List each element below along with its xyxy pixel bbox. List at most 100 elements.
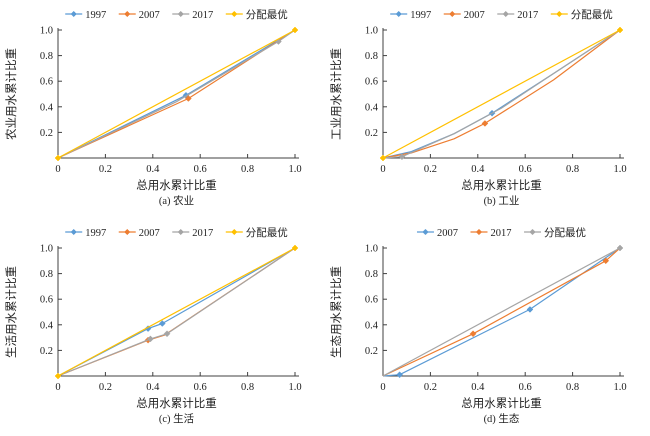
data-point-分配最优 [616, 244, 624, 252]
data-point-分配最优 [54, 372, 62, 380]
legend: 2007 2017 分配最优 [416, 226, 586, 239]
legend-label: 分配最优 [544, 226, 586, 239]
series-line-分配最优 [382, 247, 621, 377]
y-tick-label: 0.6 [365, 295, 378, 306]
chart-subtitle: (c) 生活 [159, 412, 195, 425]
axes [57, 28, 299, 159]
legend-marker-icon [529, 228, 536, 236]
legend-label: 2007 [437, 228, 458, 239]
y-tick-label: 0.2 [40, 128, 53, 139]
x-tick-label: 1.0 [613, 164, 626, 175]
x-tick-label: 0.4 [146, 164, 160, 175]
chart-b-industry: 0 0.2 0.4 0.6 0.8 1.0 0.2 0.4 0.6 0.8 1.0 1997 2007 2… [325, 0, 650, 218]
x-axis-label: 总用水累计比重 [136, 396, 217, 410]
x-tick-label: 0.8 [241, 382, 254, 393]
chart-svg: 0 0.2 0.4 0.6 0.8 1.0 0.2 0.4 0.6 0.8 1.0 1997 2007 2… [4, 226, 302, 425]
x-tick-label: 0.6 [519, 382, 532, 393]
legend-label: 2017 [192, 228, 213, 239]
series-line-2007 [382, 247, 621, 377]
legend-label: 分配最优 [246, 8, 288, 21]
legend-marker-icon [395, 10, 402, 18]
legend-item-2017: 2017 [497, 10, 538, 21]
legend-marker-icon [70, 228, 77, 236]
legend-item-分配最优: 分配最优 [225, 8, 288, 21]
y-tick-label: 0.2 [40, 346, 53, 357]
legend: 1997 2007 2017 分配最优 [390, 8, 613, 21]
legend-item-2007: 2007 [443, 10, 485, 21]
legend-label: 2007 [464, 10, 485, 21]
y-tick-label: 0.8 [365, 269, 378, 280]
x-tick-label: 0.2 [99, 164, 112, 175]
chart-a-agriculture: 0 0.2 0.4 0.6 0.8 1.0 0.2 0.4 0.6 0.8 1.0 1997 2007 2… [0, 0, 325, 218]
legend-label: 2007 [139, 10, 160, 21]
legend-label: 2017 [192, 10, 213, 21]
data-point-分配最优 [291, 244, 299, 252]
legend-label: 2017 [517, 10, 538, 21]
y-tick-label: 1.0 [40, 26, 53, 37]
x-tick-label: 0.6 [194, 382, 207, 393]
legend-label: 2017 [491, 228, 512, 239]
x-tick-label: 0.6 [194, 164, 207, 175]
legend-item-2017: 2017 [172, 10, 213, 21]
series-line-分配最优 [382, 29, 621, 159]
series-line-分配最优 [57, 247, 296, 377]
series-line-2017 [382, 247, 621, 377]
x-tick-label: 0.4 [146, 382, 160, 393]
chart-c-domestic: 0 0.2 0.4 0.6 0.8 1.0 0.2 0.4 0.6 0.8 1.0 1997 2007 2… [0, 218, 325, 436]
x-tick-label: 0.4 [471, 164, 485, 175]
data-point-2017 [163, 330, 171, 338]
legend-marker-icon [422, 228, 429, 236]
y-axis-label: 生活用水累计比重 [4, 266, 18, 358]
legend-item-分配最优: 分配最优 [524, 226, 586, 239]
y-tick-label: 0.8 [365, 51, 378, 62]
data-point-2007 [396, 371, 403, 379]
chart-d-ecology: 0 0.2 0.4 0.6 0.8 1.0 0.2 0.4 0.6 0.8 1.0 2007 2017 分… [325, 218, 650, 436]
x-tick-label: 0.6 [519, 164, 532, 175]
legend-item-2007: 2007 [118, 228, 160, 239]
x-tick-label: 0.8 [241, 164, 254, 175]
x-tick-label: 0.2 [424, 164, 437, 175]
legend: 1997 2007 2017 分配最优 [65, 8, 288, 21]
axes [57, 246, 299, 377]
data-point-1997 [158, 320, 166, 327]
y-axis-label: 生态用水累计比重 [329, 266, 343, 358]
data-point-分配最优 [616, 26, 624, 34]
x-axis-label: 总用水累计比重 [136, 178, 217, 192]
legend-item-分配最优: 分配最优 [550, 8, 613, 21]
x-axis-label: 总用水累计比重 [461, 178, 542, 192]
x-tick-label: 0 [380, 382, 385, 393]
x-tick-label: 0.2 [424, 382, 437, 393]
x-tick-label: 0.8 [566, 382, 579, 393]
x-tick-label: 0 [55, 164, 60, 175]
data-point-2007 [481, 120, 489, 127]
legend-marker-icon [231, 10, 238, 18]
y-tick-label: 0.8 [40, 269, 53, 280]
legend-marker-icon [177, 10, 184, 18]
y-tick-label: 0.8 [40, 51, 53, 62]
data-point-2017 [469, 330, 477, 338]
x-tick-label: 0.8 [566, 164, 579, 175]
chart-svg: 0 0.2 0.4 0.6 0.8 1.0 0.2 0.4 0.6 0.8 1.0 1997 2007 2… [329, 8, 627, 207]
legend-marker-icon [502, 10, 509, 18]
legend-label: 1997 [85, 10, 106, 21]
legend-marker-icon [177, 228, 184, 236]
legend-marker-icon [70, 10, 77, 18]
legend-item-1997: 1997 [65, 10, 106, 21]
x-tick-label: 0.2 [99, 382, 112, 393]
axes [382, 246, 624, 377]
data-point-2017 [147, 335, 154, 343]
legend-marker-icon [475, 228, 483, 236]
data-point-2017 [602, 257, 610, 265]
x-tick-label: 0 [55, 382, 60, 393]
data-point-分配最优 [54, 154, 62, 162]
data-point-分配最优 [379, 154, 387, 162]
data-point-分配最优 [291, 26, 299, 34]
x-axis-label: 总用水累计比重 [461, 396, 542, 410]
legend-label: 分配最优 [571, 8, 613, 21]
x-tick-label: 1.0 [613, 382, 626, 393]
series-line-2017 [57, 247, 296, 377]
data-point-2017 [398, 153, 406, 161]
legend-item-2007: 2007 [416, 228, 458, 239]
y-tick-label: 0.2 [365, 128, 378, 139]
